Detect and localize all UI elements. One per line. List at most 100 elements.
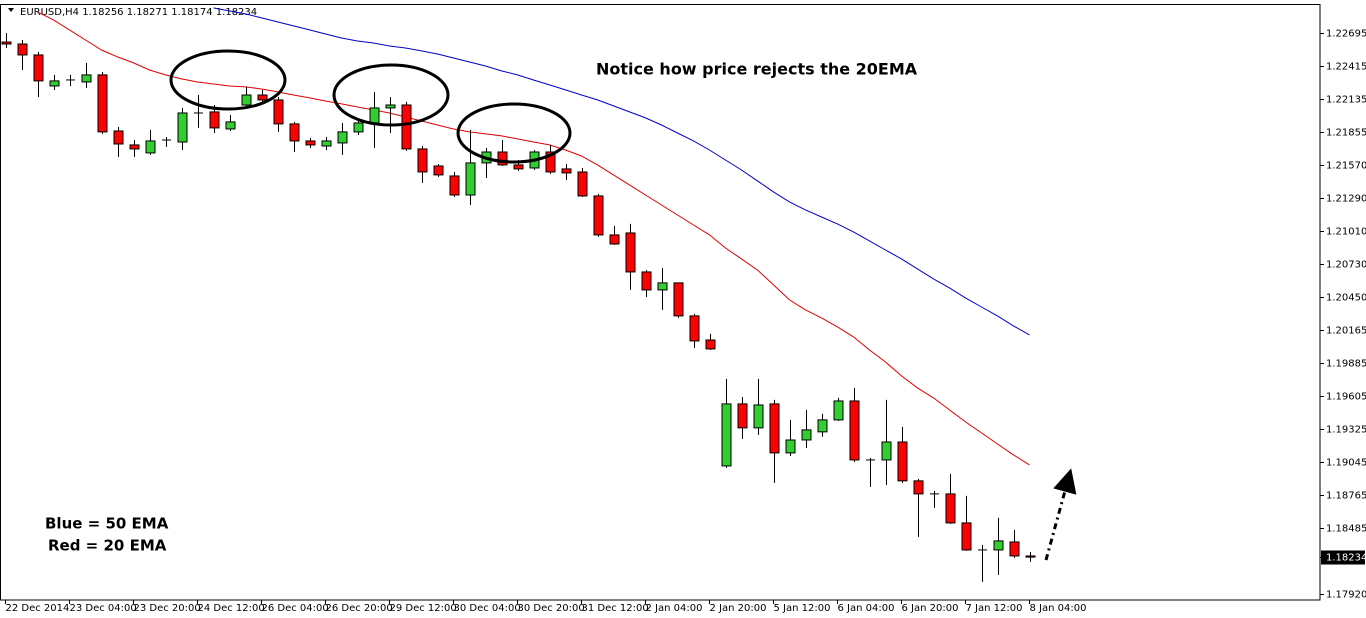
candle-body [497, 151, 508, 166]
candle-body [721, 403, 732, 467]
candle-body [49, 80, 60, 87]
highlight-ellipse [456, 102, 572, 164]
y-tick-label: 1.22135 [1326, 95, 1366, 106]
candle-body [225, 121, 236, 130]
candle-body [113, 130, 124, 145]
candle-body [321, 140, 332, 147]
annotation: Blue = 50 EMA [45, 515, 169, 533]
candle-body [433, 165, 444, 176]
x-tick-label: 6 Jan 20:00 [902, 603, 959, 614]
candle-body [769, 403, 780, 454]
candle-body [961, 522, 972, 551]
candle-body [177, 112, 188, 143]
candle-body [209, 111, 220, 129]
candle-body [705, 339, 716, 350]
y-tick-label: 1.19885 [1326, 359, 1366, 370]
y-tick-label: 1.21570 [1326, 161, 1366, 172]
y-tick-label: 1.18765 [1326, 491, 1366, 502]
candle-body [849, 400, 860, 461]
y-tick-label: 1.18234 [1326, 553, 1366, 564]
candle-body [401, 104, 412, 150]
candle-body [449, 175, 460, 196]
candle-body [337, 131, 348, 144]
x-tick-label: 2 Jan 04:00 [646, 603, 703, 614]
candle-body [385, 104, 396, 109]
annotation: Notice how price rejects the 20EMA [596, 60, 918, 79]
x-tick-label: 30 Dec 20:00 [518, 603, 585, 614]
x-tick-label: 29 Dec 12:00 [390, 603, 457, 614]
candle-body [993, 540, 1004, 551]
arrow [1044, 468, 1077, 561]
candle-body [593, 195, 604, 236]
candle-body [465, 162, 476, 196]
y-tick-label: 1.18485 [1326, 524, 1366, 535]
candle-body [305, 140, 316, 146]
candle-body [417, 148, 428, 173]
x-tick-label: 31 Dec 12:00 [582, 603, 649, 614]
x-tick-label: 26 Dec 20:00 [326, 603, 393, 614]
candle-body [945, 493, 956, 524]
candle-body [513, 164, 524, 170]
y-tick-label: 1.22695 [1326, 29, 1366, 40]
candle-body [1025, 555, 1036, 558]
candle-body [913, 480, 924, 495]
candle-body [145, 140, 156, 154]
candle-body [625, 232, 636, 273]
candle-body [1, 41, 12, 45]
x-tick-label: 5 Jan 12:00 [774, 603, 831, 614]
candle-body [273, 99, 284, 125]
candle-body [689, 315, 700, 342]
price-marker [1321, 550, 1365, 565]
candle-body [97, 74, 108, 133]
y-tick-label: 1.20730 [1326, 260, 1366, 271]
y-tick-label: 1.20450 [1326, 293, 1366, 304]
candle-body [801, 429, 812, 441]
candle-body [641, 271, 652, 291]
candle-body [737, 403, 748, 429]
x-tick-label: 23 Dec 20:00 [134, 603, 201, 614]
candle-body [353, 122, 364, 133]
x-tick-label: 24 Dec 12:00 [198, 603, 265, 614]
candle-body [881, 441, 892, 461]
candle-body [897, 441, 908, 482]
chart-title: EURUSD,H4 1.18256 1.18271 1.18174 1.1823… [20, 7, 257, 18]
candle-body [833, 400, 844, 421]
y-tick-label: 1.21010 [1326, 227, 1366, 238]
y-tick-label: 1.19605 [1326, 392, 1366, 403]
candle-body [545, 151, 556, 173]
candle-body [129, 144, 140, 150]
candle-body [289, 123, 300, 142]
candle-body [17, 43, 28, 56]
candle-body [609, 234, 620, 245]
x-tick-label: 7 Jan 12:00 [966, 603, 1023, 614]
candle-body [673, 282, 684, 317]
highlight-ellipse [332, 63, 450, 127]
x-tick-label: 22 Dec 2014 [6, 603, 70, 614]
y-tick-label: 1.21855 [1326, 128, 1366, 139]
candle-body [785, 439, 796, 454]
candle-body [81, 74, 92, 83]
highlight-ellipse [169, 49, 287, 111]
candle-body [241, 94, 252, 106]
x-tick-label: 26 Dec 04:00 [262, 603, 329, 614]
x-tick-label: 30 Dec 04:00 [454, 603, 521, 614]
x-tick-label: 8 Jan 04:00 [1030, 603, 1087, 614]
candle-body [817, 419, 828, 433]
candle-body [1009, 541, 1020, 557]
candle-body [561, 168, 572, 174]
ema-line [37, 11, 1030, 466]
candle-body [657, 282, 668, 291]
annotation: Red = 20 EMA [48, 537, 167, 555]
candle-body [257, 94, 268, 101]
y-tick-label: 1.22415 [1326, 62, 1366, 73]
y-tick-label: 1.19325 [1326, 425, 1366, 436]
y-tick-label: 1.19045 [1326, 458, 1366, 469]
x-tick-label: 2 Jan 20:00 [710, 603, 767, 614]
candle-body [577, 171, 588, 197]
plot-frame [0, 4, 1321, 601]
candle-body [369, 107, 380, 124]
y-tick-label: 1.17920 [1326, 590, 1366, 601]
ema-line [213, 7, 1030, 336]
candle-body [33, 54, 44, 82]
